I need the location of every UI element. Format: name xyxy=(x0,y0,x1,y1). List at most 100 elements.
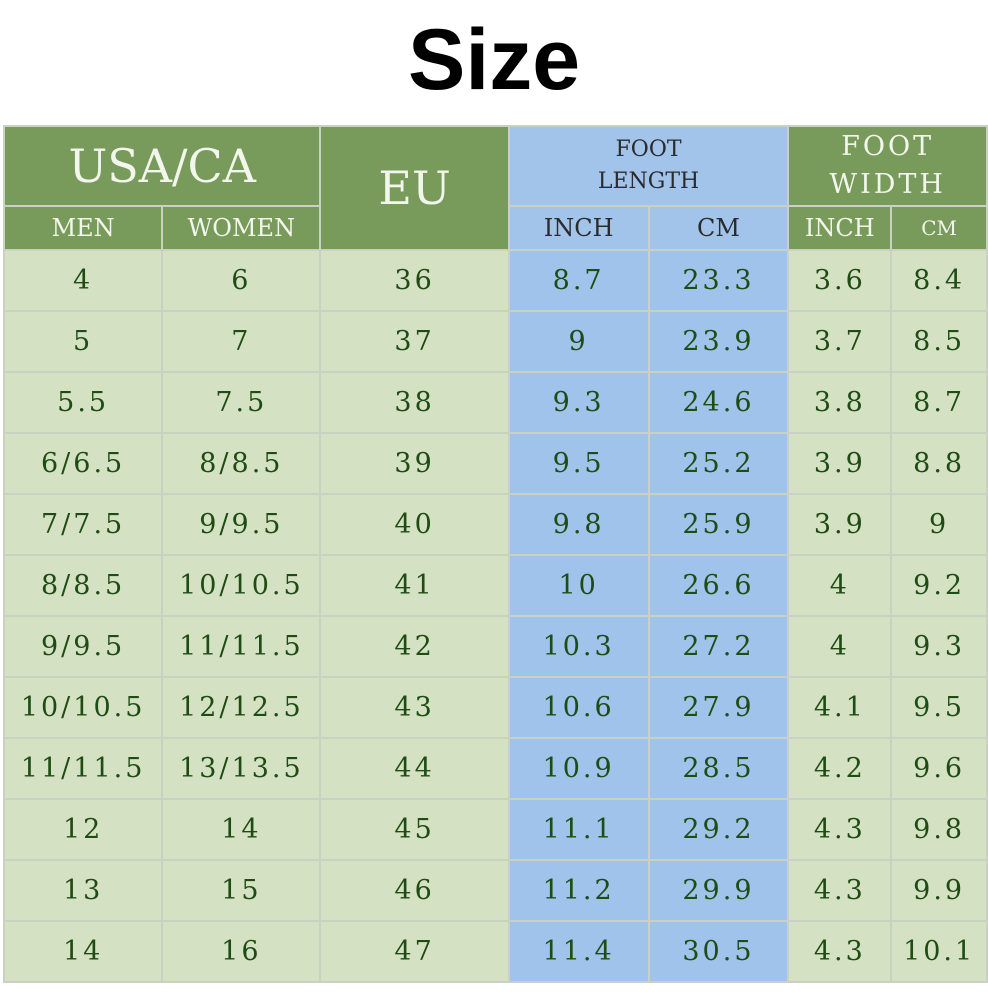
table-cell: 10.9 xyxy=(507,737,650,800)
table-cell: 27.9 xyxy=(647,676,790,739)
sub-header: MEN xyxy=(2,205,164,251)
table-cell: 9.2 xyxy=(890,554,988,617)
table-cell: 8.8 xyxy=(890,432,988,495)
sub-header: INCH xyxy=(507,205,650,251)
table-cell: 9.5 xyxy=(890,676,988,739)
table-cell: 13/13.5 xyxy=(161,737,322,800)
table-cell: 3.9 xyxy=(787,493,893,556)
table-cell: 9.3 xyxy=(507,371,650,434)
table-cell: 43 xyxy=(319,676,510,739)
table-cell: 10 xyxy=(507,554,650,617)
table-cell: 3.6 xyxy=(787,249,893,312)
table-cell: 8/8.5 xyxy=(161,432,322,495)
table-cell: 14 xyxy=(2,920,164,983)
table-cell: 3.8 xyxy=(787,371,893,434)
table-cell: 12 xyxy=(2,798,164,861)
table-cell: 42 xyxy=(319,615,510,678)
table-cell: 8/8.5 xyxy=(2,554,164,617)
table-cell: 4.1 xyxy=(787,676,893,739)
table-cell: 9 xyxy=(890,493,988,556)
table-cell: 30.5 xyxy=(647,920,790,983)
table-cell: 4 xyxy=(787,615,893,678)
table-cell: 12/12.5 xyxy=(161,676,322,739)
table-row: 5.5 7.5 38 9.3 24.6 3.8 8.7 xyxy=(2,371,988,434)
table-cell: 36 xyxy=(319,249,510,312)
group-header: EU xyxy=(319,125,510,251)
size-table: USA/CA EU FOOT LENGTH FOOT WIDTH MEN WOM… xyxy=(2,125,988,983)
table-cell: 41 xyxy=(319,554,510,617)
table-cell: 23.3 xyxy=(647,249,790,312)
table-cell: 4.2 xyxy=(787,737,893,800)
table-cell: 11.4 xyxy=(507,920,650,983)
table-row: 13 15 46 11.2 29.9 4.3 9.9 xyxy=(2,859,988,922)
table-cell: 10/10.5 xyxy=(161,554,322,617)
table-row: 4 6 36 8.7 23.3 3.6 8.4 xyxy=(2,249,988,312)
table-row: 6/6.5 8/8.5 39 9.5 25.2 3.9 8.8 xyxy=(2,432,988,495)
table-cell: 9.6 xyxy=(890,737,988,800)
table-cell: 7 xyxy=(161,310,322,373)
table-cell: 11/11.5 xyxy=(2,737,164,800)
table-cell: 3.7 xyxy=(787,310,893,373)
table-cell: 5 xyxy=(2,310,164,373)
table-cell: 9.3 xyxy=(890,615,988,678)
table-row: 7/7.5 9/9.5 40 9.8 25.9 3.9 9 xyxy=(2,493,988,556)
table-cell: 27.2 xyxy=(647,615,790,678)
table-cell: 4.3 xyxy=(787,798,893,861)
title: Size xyxy=(407,12,581,108)
table-cell: 4.3 xyxy=(787,859,893,922)
table-cell: 10.6 xyxy=(507,676,650,739)
table-row: 11/11.5 13/13.5 44 10.9 28.5 4.2 9.6 xyxy=(2,737,988,800)
table-cell: 9/9.5 xyxy=(161,493,322,556)
table-cell: 29.2 xyxy=(647,798,790,861)
table-cell: 14 xyxy=(161,798,322,861)
table-cell: 11.2 xyxy=(507,859,650,922)
table-cell: 37 xyxy=(319,310,510,373)
table-cell: 25.2 xyxy=(647,432,790,495)
table-cell: 24.6 xyxy=(647,371,790,434)
table-row: 8/8.5 10/10.5 41 10 26.6 4 9.2 xyxy=(2,554,988,617)
table-row: 12 14 45 11.1 29.2 4.3 9.8 xyxy=(2,798,988,861)
table-row: 14 16 47 11.4 30.5 4.3 10.1 xyxy=(2,920,988,983)
table-cell: 15 xyxy=(161,859,322,922)
table-cell: 6 xyxy=(161,249,322,312)
group-header: FOOT LENGTH xyxy=(507,125,790,207)
table-row: 10/10.5 12/12.5 43 10.6 27.9 4.1 9.5 xyxy=(2,676,988,739)
sub-header: CM xyxy=(647,205,790,251)
table-cell: 10/10.5 xyxy=(2,676,164,739)
table-cell: 10.1 xyxy=(890,920,988,983)
table-cell: 8.4 xyxy=(890,249,988,312)
table-cell: 9.8 xyxy=(890,798,988,861)
table-cell: 38 xyxy=(319,371,510,434)
table-body: 4 6 36 8.7 23.3 3.6 8.4 5 7 37 9 23.9 3.7 8.5 5.5 7.5 38… xyxy=(2,249,988,983)
table-cell: 7/7.5 xyxy=(2,493,164,556)
sub-header: CM xyxy=(890,205,988,251)
table-cell: 8.7 xyxy=(890,371,988,434)
group-header: USA/CA xyxy=(2,125,322,207)
table-cell: 4 xyxy=(787,554,893,617)
table-cell: 45 xyxy=(319,798,510,861)
table-cell: 47 xyxy=(319,920,510,983)
table-row: 5 7 37 9 23.9 3.7 8.5 xyxy=(2,310,988,373)
table-cell: 44 xyxy=(319,737,510,800)
table-row: 9/9.5 11/11.5 42 10.3 27.2 4 9.3 xyxy=(2,615,988,678)
table-cell: 23.9 xyxy=(647,310,790,373)
table-cell: 9.8 xyxy=(507,493,650,556)
table-cell: 7.5 xyxy=(161,371,322,434)
table-cell: 9.9 xyxy=(890,859,988,922)
table-cell: 28.5 xyxy=(647,737,790,800)
sub-header: WOMEN xyxy=(161,205,322,251)
table-cell: 4.3 xyxy=(787,920,893,983)
table-cell: 39 xyxy=(319,432,510,495)
table-cell: 40 xyxy=(319,493,510,556)
table-cell: 8.5 xyxy=(890,310,988,373)
table-cell: 46 xyxy=(319,859,510,922)
table-cell: 10.3 xyxy=(507,615,650,678)
table-cell: 5.5 xyxy=(2,371,164,434)
table-cell: 13 xyxy=(2,859,164,922)
table-cell: 9/9.5 xyxy=(2,615,164,678)
group-header: FOOT WIDTH xyxy=(787,125,988,207)
table-cell: 11.1 xyxy=(507,798,650,861)
table-cell: 4 xyxy=(2,249,164,312)
table-cell: 9.5 xyxy=(507,432,650,495)
